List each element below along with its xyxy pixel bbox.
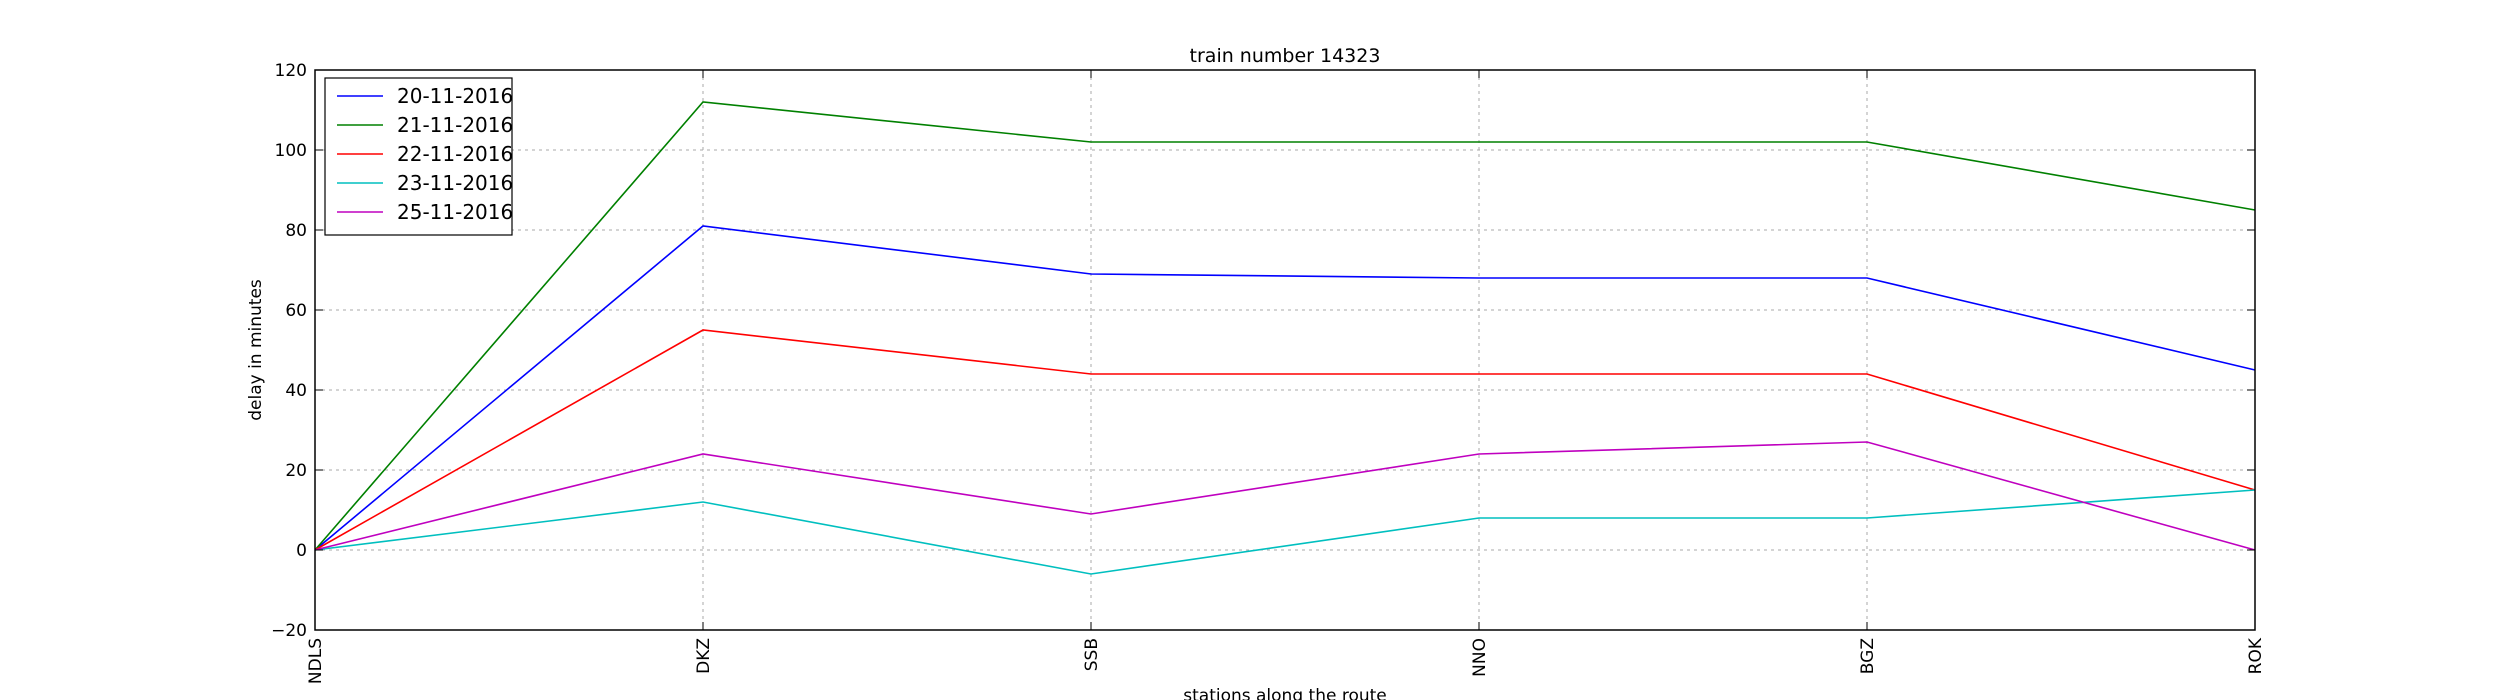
series-line (314, 489, 2256, 575)
y-tick-label: 20 (285, 461, 307, 481)
x-axis-label: stations along the route (1183, 686, 1387, 700)
series-line (314, 101, 2256, 551)
x-tick-label: SSB (1082, 638, 1102, 671)
legend-label: 20-11-2016 (397, 84, 513, 108)
series-line (314, 329, 2256, 551)
y-tick-label: 80 (285, 221, 307, 241)
series-lines (314, 101, 2256, 575)
legend-box (324, 77, 513, 236)
legend-label: 25-11-2016 (397, 200, 513, 224)
x-tick-label: NNO (1470, 638, 1490, 677)
y-tick-label: 40 (285, 381, 307, 401)
series-line (314, 441, 2256, 551)
legend: 20-11-2016 21-11-2016 22-11-2016 23-11-2016… (324, 77, 513, 236)
chart-title: train number 14323 (1190, 45, 1381, 67)
y-tick-label: 0 (296, 541, 307, 561)
x-tick-label: DKZ (694, 638, 714, 674)
y-tick-label: 120 (275, 61, 307, 81)
series-line (314, 225, 2256, 551)
plot-frame (314, 69, 2256, 631)
y-tick-label: 100 (275, 141, 307, 161)
x-tick-label: BGZ (1858, 638, 1878, 674)
y-tick-label: −20 (271, 621, 307, 641)
x-tick-label: NDLS (306, 638, 326, 684)
x-tick-label: ROK (2246, 637, 2266, 674)
legend-label: 23-11-2016 (397, 171, 513, 195)
y-tick-label: 60 (285, 301, 307, 321)
ticks: NDLS DKZ SSB NNO BGZ ROK −20 0 20 40 60 80 100 120 (271, 61, 2266, 684)
legend-label: 21-11-2016 (397, 113, 513, 137)
legend-label: 22-11-2016 (397, 142, 513, 166)
y-axis-label: delay in minutes (246, 279, 266, 421)
